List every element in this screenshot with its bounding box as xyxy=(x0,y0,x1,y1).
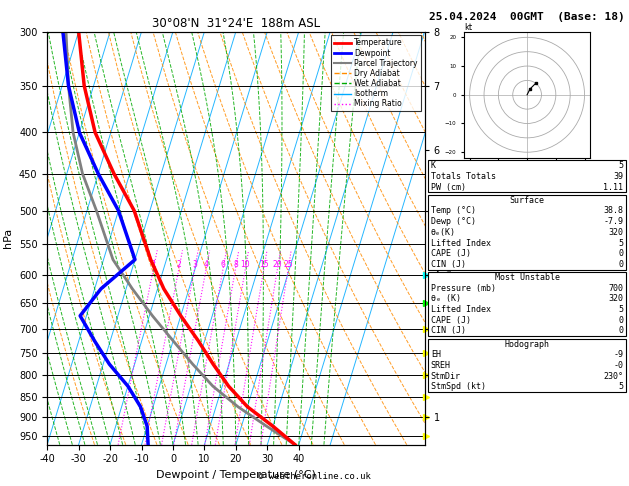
Text: 6: 6 xyxy=(221,260,226,269)
Text: -0: -0 xyxy=(613,361,623,370)
Text: SREH: SREH xyxy=(431,361,451,370)
Text: 0: 0 xyxy=(618,260,623,269)
Text: LCL: LCL xyxy=(430,199,445,208)
Text: 1.11: 1.11 xyxy=(603,183,623,191)
Text: Pressure (mb): Pressure (mb) xyxy=(431,284,496,293)
Text: EH: EH xyxy=(431,350,441,359)
Text: PW (cm): PW (cm) xyxy=(431,183,466,191)
Text: kt: kt xyxy=(464,22,472,32)
Title: 30°08'N  31°24'E  188m ASL: 30°08'N 31°24'E 188m ASL xyxy=(152,17,320,31)
Text: 15: 15 xyxy=(259,260,269,269)
Text: 8: 8 xyxy=(233,260,238,269)
Text: CAPE (J): CAPE (J) xyxy=(431,249,471,258)
Text: -7.9: -7.9 xyxy=(603,217,623,226)
Text: 5: 5 xyxy=(618,382,623,391)
Text: 320: 320 xyxy=(608,228,623,237)
Text: © weatheronline.co.uk: © weatheronline.co.uk xyxy=(258,472,371,481)
Text: 1: 1 xyxy=(151,260,156,269)
Y-axis label: km
ASL: km ASL xyxy=(443,229,464,247)
Text: StmDir: StmDir xyxy=(431,372,461,381)
Text: 230°: 230° xyxy=(603,372,623,381)
Text: 0: 0 xyxy=(618,316,623,325)
Text: Hodograph: Hodograph xyxy=(504,340,550,348)
Text: 320: 320 xyxy=(608,295,623,303)
Text: StmSpd (kt): StmSpd (kt) xyxy=(431,382,486,391)
Text: CAPE (J): CAPE (J) xyxy=(431,316,471,325)
Text: CIN (J): CIN (J) xyxy=(431,260,466,269)
Text: 38.8: 38.8 xyxy=(603,207,623,215)
Text: K: K xyxy=(431,161,436,170)
Text: Dewp (°C): Dewp (°C) xyxy=(431,217,476,226)
Text: 0: 0 xyxy=(618,249,623,258)
Text: 25: 25 xyxy=(284,260,293,269)
Text: 39: 39 xyxy=(613,172,623,181)
Text: θₑ (K): θₑ (K) xyxy=(431,295,461,303)
X-axis label: Dewpoint / Temperature (°C): Dewpoint / Temperature (°C) xyxy=(156,470,316,480)
Text: Temp (°C): Temp (°C) xyxy=(431,207,476,215)
Text: 5: 5 xyxy=(618,161,623,170)
Text: 20: 20 xyxy=(272,260,282,269)
Text: Surface: Surface xyxy=(509,196,545,205)
Text: 5: 5 xyxy=(618,305,623,314)
Text: CIN (J): CIN (J) xyxy=(431,327,466,335)
Text: θₑ(K): θₑ(K) xyxy=(431,228,456,237)
Text: 700: 700 xyxy=(608,284,623,293)
Text: 25.04.2024  00GMT  (Base: 18): 25.04.2024 00GMT (Base: 18) xyxy=(429,12,625,22)
Text: 4: 4 xyxy=(204,260,209,269)
Text: 10: 10 xyxy=(240,260,250,269)
Y-axis label: hPa: hPa xyxy=(3,228,13,248)
Text: Totals Totals: Totals Totals xyxy=(431,172,496,181)
Text: 2: 2 xyxy=(177,260,181,269)
Text: Lifted Index: Lifted Index xyxy=(431,305,491,314)
Text: -9: -9 xyxy=(613,350,623,359)
Text: 0: 0 xyxy=(618,327,623,335)
Text: Lifted Index: Lifted Index xyxy=(431,239,491,247)
Text: Most Unstable: Most Unstable xyxy=(494,273,560,282)
Legend: Temperature, Dewpoint, Parcel Trajectory, Dry Adiabat, Wet Adiabat, Isotherm, Mi: Temperature, Dewpoint, Parcel Trajectory… xyxy=(331,35,421,111)
Text: 3: 3 xyxy=(192,260,197,269)
Text: 5: 5 xyxy=(618,239,623,247)
Text: Mixing Ratio (g/kg): Mixing Ratio (g/kg) xyxy=(445,231,454,311)
